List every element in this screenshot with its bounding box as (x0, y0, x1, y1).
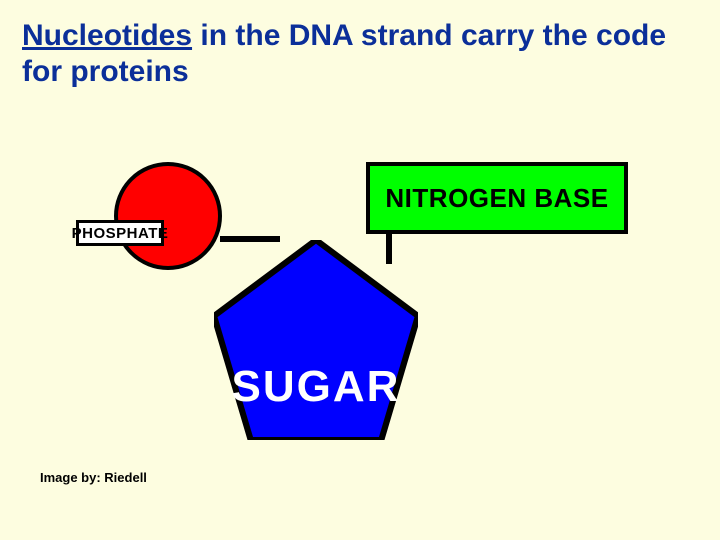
phosphate-label: PHOSPHATE (76, 220, 164, 246)
sugar-label-text: SUGAR (232, 362, 401, 411)
title-underlined-word: Nucleotides (22, 19, 192, 52)
nitrogen-base-label-text: NITROGEN BASE (385, 183, 608, 214)
phosphate-shape (114, 162, 222, 270)
slide-title: Nucleotides in the DNA strand carry the … (22, 18, 698, 90)
sugar-label: SUGAR (214, 362, 418, 412)
image-credit-text: Image by: Riedell (40, 470, 147, 485)
nucleotide-diagram: PHOSPHATE NITROGEN BASE SUGAR (76, 150, 636, 450)
nitrogen-base-shape: NITROGEN BASE (366, 162, 628, 234)
phosphate-label-text: PHOSPHATE (72, 225, 169, 242)
image-credit: Image by: Riedell (40, 470, 147, 485)
slide: Nucleotides in the DNA strand carry the … (0, 0, 720, 540)
